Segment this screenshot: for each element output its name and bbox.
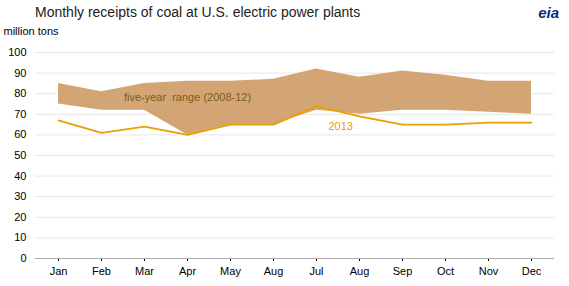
svg-text:Aug: Aug <box>264 265 284 277</box>
svg-text:Jul: Jul <box>309 265 323 277</box>
svg-text:five-year range (2008-12): five-year range (2008-12) <box>124 91 251 103</box>
svg-text:May: May <box>220 265 241 277</box>
svg-text:Apr: Apr <box>179 265 196 277</box>
svg-text:Dec: Dec <box>522 265 542 277</box>
svg-text:70: 70 <box>14 108 26 120</box>
svg-text:50: 50 <box>14 149 26 161</box>
svg-text:Oct: Oct <box>437 265 454 277</box>
svg-text:Feb: Feb <box>92 265 111 277</box>
svg-text:30: 30 <box>14 190 26 202</box>
svg-text:million tons: million tons <box>4 25 60 37</box>
html-text:Monthly receipts of coal at U.: Monthly receipts of coal at U.S. electri… <box>35 4 361 20</box>
svg-text:0: 0 <box>20 252 26 264</box>
svg-text:Nov: Nov <box>479 265 499 277</box>
html-text:eia: eia <box>538 4 559 21</box>
svg-text:Sep: Sep <box>393 265 413 277</box>
svg-text:10: 10 <box>14 231 26 243</box>
svg-text:90: 90 <box>14 67 26 79</box>
svg-text:20: 20 <box>14 211 26 223</box>
svg-text:Jan: Jan <box>50 265 68 277</box>
svg-text:60: 60 <box>14 128 26 140</box>
svg-text:40: 40 <box>14 170 26 182</box>
svg-text:80: 80 <box>14 87 26 99</box>
svg-text:100: 100 <box>8 46 26 58</box>
svg-text:Aug: Aug <box>350 265 370 277</box>
svg-text:2013: 2013 <box>329 120 353 132</box>
svg-text:Mar: Mar <box>135 265 154 277</box>
